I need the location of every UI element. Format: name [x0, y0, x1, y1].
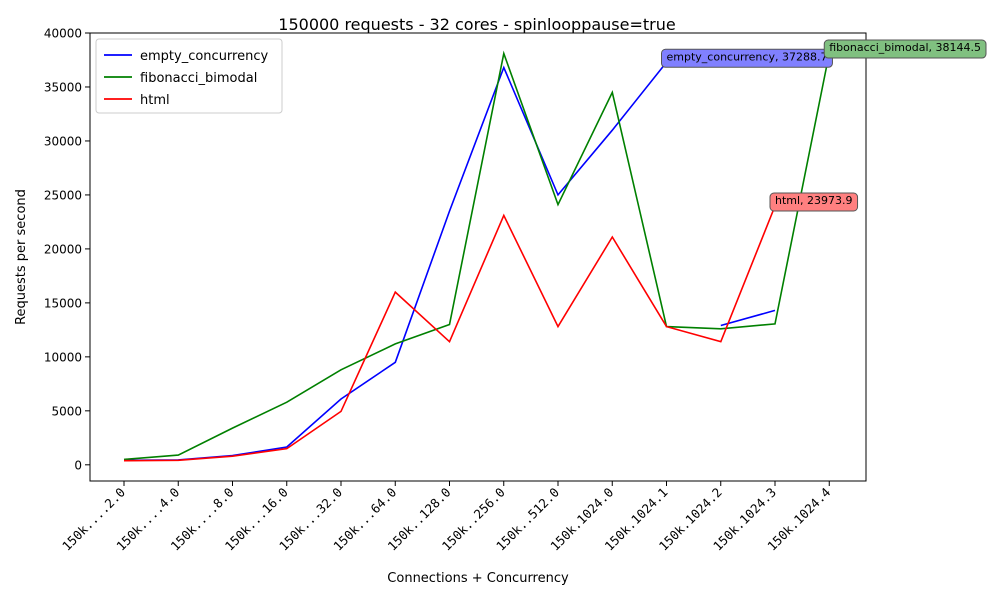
y-tick-label: 0	[74, 458, 82, 472]
annotation-label: html, 23973.9	[775, 194, 853, 207]
series-line-empty_concurrency	[720, 309, 776, 327]
y-tick-label: 5000	[51, 404, 82, 418]
series-layer	[123, 50, 831, 462]
series-line-fibonacci_bimodal	[123, 50, 831, 461]
y-tick-label: 35000	[44, 80, 82, 94]
legend-label: fibonacci_bimodal	[140, 71, 257, 86]
annotation-label: empty_concurrency, 37288.7	[667, 50, 828, 63]
series-line-empty_concurrency	[123, 61, 668, 462]
chart-title: 150000 requests - 32 cores - spinlooppau…	[278, 15, 675, 34]
y-axis: 0 5000 10000 15000 20000 25000 30000 35000 40000	[44, 27, 90, 472]
y-tick-label: 10000	[44, 350, 82, 364]
legend-label: empty_concurrency	[140, 49, 268, 64]
legend-box	[95, 38, 283, 114]
plot-area	[89, 32, 867, 482]
series-line-html	[123, 205, 776, 462]
legend-label: html	[140, 93, 170, 108]
y-tick-label: 30000	[44, 134, 82, 148]
y-tick-label: 15000	[44, 296, 82, 310]
annotation-layer: empty_concurrency, 37288.7fibonacci_bimo…	[661, 39, 987, 212]
annotation-label: fibonacci_bimodal, 38144.5	[829, 41, 981, 54]
y-tick-label: 20000	[44, 242, 82, 256]
y-axis-label: Requests per second	[14, 189, 29, 325]
annotation-box	[823, 39, 987, 59]
y-tick-label: 40000	[44, 27, 82, 41]
annotation-box	[769, 192, 859, 212]
y-tick-label: 25000	[44, 188, 82, 202]
x-axis: 150k....2.0150k....4.0150k....8.0150k...…	[59, 481, 833, 554]
x-axis-label: Connections + Concurrency	[387, 571, 569, 586]
